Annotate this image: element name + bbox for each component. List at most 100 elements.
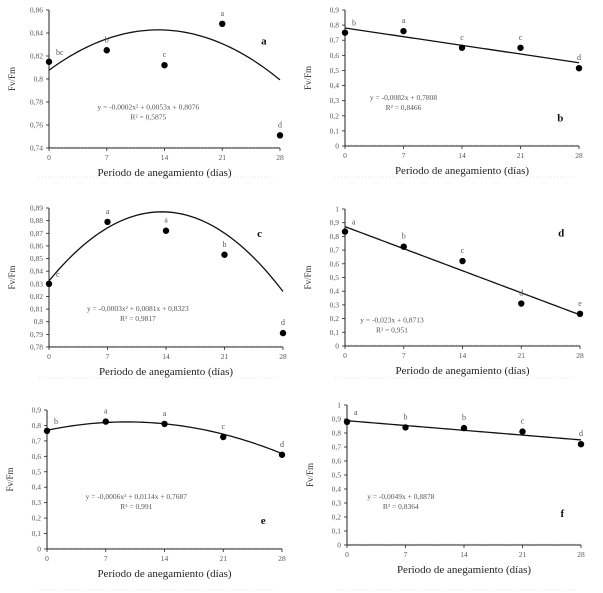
data-point: [162, 227, 170, 234]
chart-panel-f: 0 0,1 0,2 0,3 0,4 0,5 0,6 0,7 0,8 0,9 1 0 7 14 21 28 Per…: [305, 401, 585, 591]
significance-letter: c: [56, 270, 60, 279]
data-point: [103, 47, 110, 54]
y-tick-label: 0,4: [332, 485, 342, 494]
data-point: [517, 44, 524, 51]
y-tick-label: 0,1: [32, 529, 42, 538]
data-point: [458, 44, 466, 51]
y-tick-label: 0,78: [30, 98, 43, 107]
data-point: [279, 329, 287, 337]
y-tick-label: 0,81: [30, 305, 43, 314]
y-tick-label: 0,87: [30, 229, 43, 238]
y-tick-label: 0,74: [30, 144, 43, 153]
y-axis-title: Fv/Fm: [7, 265, 17, 289]
chart-panel-c: 0,78 0,79 0,8 0,81 0,82 0,83 0,84 0,85 0,86 0,87 0…: [7, 204, 287, 379]
x-axis-title: Periodo de anegamiento (días): [395, 365, 529, 377]
significance-letter: a: [163, 409, 167, 418]
y-tick-label: 0,9: [332, 415, 342, 424]
y-axis-title: Fv/Fm: [303, 66, 313, 90]
y-tick-label: 0,3: [332, 499, 342, 508]
regression-equation: y = -0,0003x² + 0,0081x + 0,8323: [87, 304, 189, 313]
y-tick-label: 0,6: [332, 457, 342, 466]
y-tick-label: 0,83: [30, 279, 43, 288]
y-tick-label: 0,1: [330, 328, 340, 337]
chart-panel-e: 0 0,1 0,2 0,3 0,4 0,5 0,6 0,7 0,8 0,9 0 7 14 21 28 Peri…: [5, 406, 286, 591]
y-tick-label: 0,8: [330, 232, 340, 241]
y-tick-label: 0,2: [330, 111, 340, 120]
y-tick-label: 0,9: [330, 6, 340, 15]
x-axis-title: Periodo de anegamiento (días): [397, 564, 531, 576]
trend-line: [48, 211, 284, 292]
y-tick-label: 0,8: [332, 429, 342, 438]
regression-equation: y = -0,0002x² + 0,0053x + 0,8076: [97, 102, 199, 111]
data-point: [43, 427, 51, 435]
y-tick-label: 0,3: [330, 300, 340, 309]
significance-letter: a: [352, 218, 356, 227]
significance-letter: b: [223, 240, 227, 249]
x-tick-label: 28: [576, 351, 584, 360]
data-point: [400, 27, 407, 35]
y-tick-label: 0,8: [34, 317, 44, 326]
x-tick-label: 7: [404, 550, 408, 559]
significance-letter: b: [462, 413, 466, 422]
data-point: [343, 418, 351, 425]
significance-letter: a: [354, 408, 358, 417]
x-tick-label: 21: [220, 554, 228, 563]
data-point: [161, 420, 168, 428]
x-tick-label: 7: [402, 351, 406, 360]
y-tick-label: 0,7: [332, 443, 342, 452]
y-axis-title: Fv/Fm: [305, 463, 315, 487]
y-tick-label: 0,85: [30, 254, 43, 263]
significance-letter: bc: [56, 48, 64, 57]
panel-label: f: [560, 508, 564, 520]
y-tick-label: 0,79: [30, 330, 43, 339]
y-tick-label: 0,3: [32, 498, 42, 507]
regression-equation: y = -0,0082x + 0,7808: [370, 93, 437, 102]
x-tick-label: 0: [343, 151, 347, 160]
y-tick-label: 0,7: [330, 36, 340, 45]
y-tick-label: 0,86: [30, 6, 43, 15]
significance-letter: a: [106, 207, 110, 216]
data-point: [402, 424, 409, 431]
y-tick-label: 0,82: [30, 292, 43, 301]
significance-letter: c: [163, 50, 167, 59]
data-point: [221, 251, 228, 258]
significance-letter: a: [164, 216, 168, 225]
y-tick-label: 0,76: [30, 121, 43, 130]
y-tick-label: 0,2: [332, 513, 342, 522]
x-tick-label: 21: [221, 352, 229, 361]
panel-label: a: [261, 36, 267, 48]
y-tick-label: 0,4: [330, 287, 340, 296]
r-squared: R² = 0,951: [376, 326, 408, 335]
x-tick-label: 28: [278, 554, 286, 563]
y-tick-label: 0,84: [30, 29, 43, 38]
significance-letter: a: [402, 16, 406, 25]
x-axis-title: Periodo de anegamiento (días): [395, 165, 529, 177]
x-axis-title: Periodo de anegamiento (días): [99, 366, 233, 378]
x-axis-title: Periodo de anegamiento (días): [97, 568, 231, 580]
chart-panel-a: 0,74 0,76 0,78 0,8 0,82 0,84 0,86 0 7 14 21 28 Perio…: [7, 6, 284, 180]
y-tick-label: 0,1: [332, 527, 342, 536]
y-axis-title: Fv/Fm: [303, 265, 313, 289]
y-tick-label: 0,1: [330, 126, 340, 135]
significance-letter: b: [402, 232, 406, 241]
y-tick-label: 0,5: [332, 471, 342, 480]
y-axis-title: Fv/Fm: [5, 467, 15, 491]
x-tick-label: 21: [519, 550, 527, 559]
r-squared: R² = 0,8466: [386, 103, 422, 112]
x-tick-label: 21: [219, 153, 227, 162]
y-tick-label: 0,2: [330, 314, 340, 323]
significance-letter: d: [280, 440, 284, 449]
y-axis-title: Fv/Fm: [7, 67, 17, 91]
y-tick-label: 0,9: [32, 406, 42, 415]
x-tick-label: 14: [458, 151, 466, 160]
y-tick-label: 0,9: [330, 218, 340, 227]
data-point: [341, 29, 349, 36]
y-tick-label: 0,88: [30, 216, 43, 225]
y-tick-label: 0,5: [330, 273, 340, 282]
y-tick-label: 0,6: [32, 452, 42, 461]
x-axis-title: Periodo de anegamiento (días): [97, 167, 231, 179]
data-point: [161, 61, 168, 69]
y-tick-label: 0,4: [330, 81, 340, 90]
y-tick-label: 0,82: [30, 52, 43, 61]
